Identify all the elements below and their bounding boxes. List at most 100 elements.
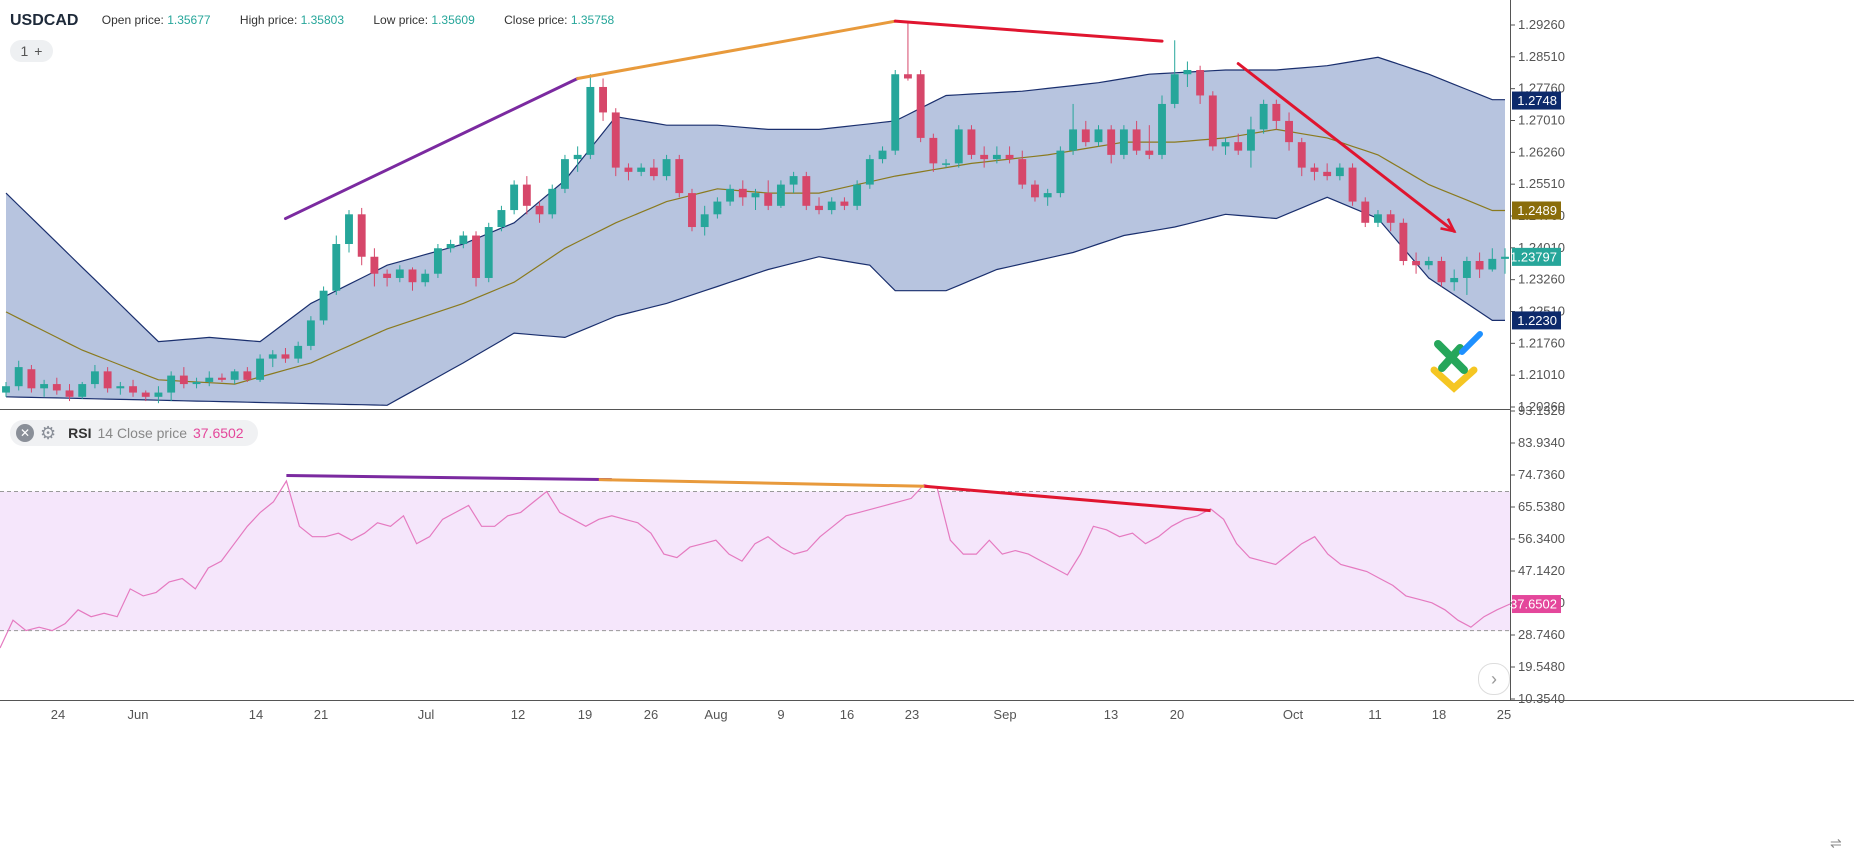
candle-body <box>167 375 176 393</box>
candle-body <box>1412 260 1421 266</box>
candle-body <box>1310 167 1319 172</box>
candle-body <box>865 159 874 185</box>
candle-body <box>789 176 798 185</box>
x-tick-label: 9 <box>777 707 784 722</box>
candle-body <box>1501 256 1509 259</box>
candle <box>738 180 747 206</box>
candle <box>764 180 773 211</box>
candle <box>1069 103 1078 155</box>
sma-badge-bg <box>1512 201 1561 220</box>
candle-body <box>510 184 519 211</box>
candle-body <box>1475 260 1484 270</box>
candle <box>1488 248 1497 272</box>
candle <box>2 381 10 397</box>
candle-body <box>586 86 595 155</box>
candle-body <box>319 290 328 321</box>
layout-count: 1 <box>20 43 29 59</box>
close-label: Close price: <box>504 13 568 27</box>
high-value: 1.35803 <box>300 13 345 27</box>
candle <box>1437 256 1446 287</box>
rsi-indicator-chip[interactable]: ✕ ⚙ RSI 14 Close price 37.6502 <box>10 420 258 446</box>
candle-body <box>1158 103 1166 155</box>
candle-body <box>802 176 811 206</box>
candle-body <box>1081 129 1090 143</box>
rsi-value-badge-bg <box>1512 595 1561 614</box>
x-tick-label: 26 <box>644 707 658 722</box>
candle <box>192 377 201 389</box>
header-bar: USDCAD Open price: 1.35677 High price: 1… <box>10 12 636 30</box>
candle <box>1272 99 1281 130</box>
candle-body <box>1285 120 1293 143</box>
candle <box>929 133 938 172</box>
rsi-tick-label: 93.1320 <box>1518 403 1565 418</box>
candle-body <box>14 367 23 387</box>
upper-band-badge-bg <box>1512 91 1561 110</box>
candle <box>522 176 531 215</box>
rsi-tick-label: 10.3540 <box>1518 691 1565 706</box>
candle <box>802 171 811 211</box>
candle <box>954 125 963 168</box>
candle-body <box>154 392 163 397</box>
candle <box>662 154 671 181</box>
candle <box>52 377 61 395</box>
candle-body <box>522 184 531 206</box>
rsi-trend-purple <box>286 473 612 482</box>
scroll-right-button[interactable]: › <box>1478 663 1510 695</box>
candle <box>1107 125 1116 164</box>
rsi-value-badge: 37.6502 <box>1510 595 1561 614</box>
candle <box>1297 137 1306 177</box>
candle <box>1348 163 1357 206</box>
add-icon[interactable]: + <box>34 43 43 59</box>
candle <box>637 163 646 177</box>
candle <box>878 146 887 164</box>
candle <box>1145 125 1154 160</box>
candle-body <box>624 167 633 172</box>
x-tick-label: 12 <box>511 707 525 722</box>
x-tick-label: 21 <box>314 707 328 722</box>
candle <box>1119 125 1128 160</box>
candle-body <box>1107 129 1116 155</box>
rsi-value-badge-text: 37.6502 <box>1510 597 1557 612</box>
candle <box>205 371 214 387</box>
candle <box>281 348 290 363</box>
upper-band-badge-text: 1.2748 <box>1517 93 1557 108</box>
high-label: High price: <box>239 13 298 27</box>
candle-body <box>345 214 353 245</box>
trend-line-red <box>893 19 1164 43</box>
candle <box>243 367 252 382</box>
candle-body <box>218 377 226 380</box>
candle <box>167 371 176 402</box>
close-icon[interactable]: ✕ <box>16 424 34 442</box>
gear-icon[interactable]: ⚙ <box>40 422 57 443</box>
candle-body <box>281 354 290 359</box>
candle <box>268 350 277 368</box>
candle-body <box>662 159 671 177</box>
candle-body <box>1221 142 1230 147</box>
candle <box>294 341 303 363</box>
candle <box>1323 163 1332 181</box>
candle <box>980 146 989 168</box>
candle <box>624 163 633 181</box>
upper-band-line <box>5 56 1505 343</box>
candle-body <box>611 112 620 168</box>
candle <box>103 367 112 393</box>
candle-body <box>383 273 392 278</box>
candle-body <box>27 369 36 389</box>
candle <box>1310 163 1319 181</box>
x-tick-label: 14 <box>249 707 263 722</box>
candle-body <box>942 163 950 165</box>
candle-body <box>1272 103 1281 121</box>
candle <box>1018 150 1027 189</box>
rsi-tick-label: 56.3400 <box>1518 531 1565 546</box>
candle <box>688 188 696 232</box>
axis-settings-icon[interactable]: ⇌ <box>1830 835 1842 851</box>
candle-body <box>484 227 493 278</box>
candle <box>649 159 658 181</box>
candle <box>1475 252 1484 278</box>
candle-body <box>1297 142 1306 168</box>
candle <box>548 184 557 219</box>
layout-chip[interactable]: 1 + <box>10 40 53 62</box>
price-tick-label: 1.23260 <box>1518 272 1565 287</box>
candle <box>1285 112 1293 151</box>
